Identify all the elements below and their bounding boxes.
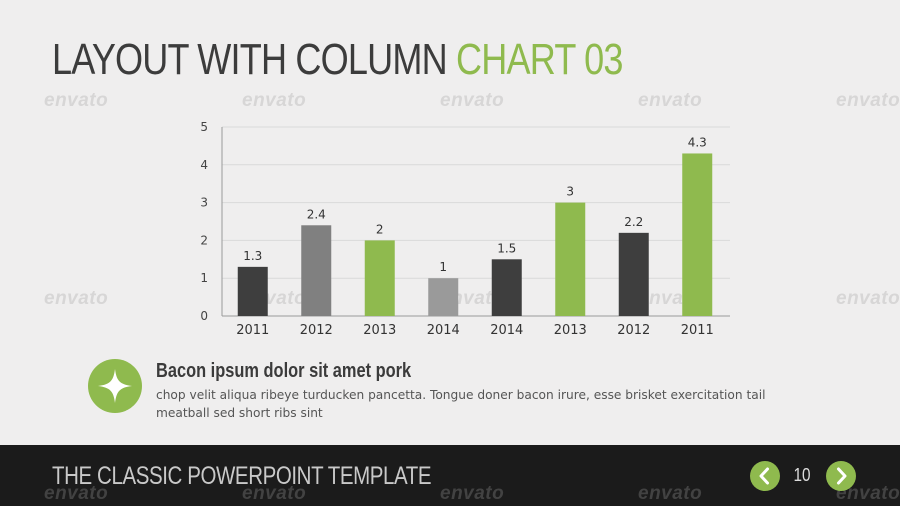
- page-number: 10: [793, 465, 811, 485]
- bar: [491, 259, 522, 316]
- note-body: chop velit aliqua ribeye turducken pance…: [156, 388, 766, 420]
- x-tick-label: 2013: [554, 323, 587, 338]
- star-icon: [98, 369, 132, 403]
- x-tick-label: 2013: [363, 323, 396, 338]
- watermark: envato: [44, 288, 109, 309]
- x-tick-label: 2014: [490, 323, 523, 338]
- y-tick-label: 0: [200, 309, 208, 323]
- watermark: envato: [836, 90, 900, 111]
- watermark: envato: [440, 90, 505, 111]
- y-tick-label: 2: [200, 233, 208, 247]
- watermark: envato: [44, 483, 109, 504]
- note-heading: Bacon ipsum dolor sit amet pork: [156, 360, 412, 382]
- title-main: LAYOUT WITH COLUMN: [52, 35, 457, 84]
- prev-slide-button[interactable]: [750, 461, 780, 491]
- bar: [618, 232, 649, 316]
- data-label: 1.3: [243, 249, 262, 263]
- bar: [364, 240, 395, 316]
- footer-bar: envato envato envato envato envato THE C…: [0, 445, 900, 506]
- column-chart: 0 1 2 3 4 5 1.3 2011 2.4 2012 2 2013 1 2014 1.5 2014 3 20…: [200, 120, 730, 338]
- title-accent: CHART 03: [456, 35, 623, 84]
- slide-title: LAYOUT WITH COLUMN CHART 03: [52, 34, 623, 86]
- bar: [301, 225, 332, 316]
- bar: [555, 202, 586, 316]
- x-tick-label: 2012: [300, 323, 333, 338]
- watermark: envato: [44, 90, 109, 111]
- watermark: envato: [638, 483, 703, 504]
- data-label: 1: [439, 260, 447, 274]
- chevron-right-icon: [837, 467, 847, 485]
- footer-title: THE CLASSIC POWERPOINT TEMPLATE: [52, 462, 432, 490]
- data-label: 2: [376, 222, 384, 236]
- data-label: 2.4: [307, 207, 326, 221]
- bar: [428, 278, 459, 316]
- watermark: envato: [836, 483, 900, 504]
- x-tick-label: 2014: [427, 323, 460, 338]
- note-badge: [88, 359, 142, 413]
- y-tick-label: 3: [200, 196, 208, 210]
- y-tick-label: 4: [200, 158, 208, 172]
- bar: [682, 153, 713, 316]
- watermark: envato: [242, 90, 307, 111]
- data-label: 2.2: [624, 215, 643, 229]
- x-tick-label: 2011: [681, 323, 714, 338]
- y-tick-label: 5: [200, 120, 208, 134]
- y-tick-label: 1: [200, 271, 208, 285]
- x-tick-label: 2011: [236, 323, 269, 338]
- data-label: 3: [566, 185, 574, 199]
- data-label: 4.3: [688, 135, 707, 149]
- x-tick-label: 2012: [617, 323, 650, 338]
- chevron-left-icon: [759, 467, 769, 485]
- watermark: envato: [638, 90, 703, 111]
- data-label: 1.5: [497, 241, 516, 255]
- bar: [237, 266, 268, 316]
- watermark: envato: [440, 483, 505, 504]
- watermark: envato: [836, 288, 900, 309]
- watermark: envato: [242, 483, 307, 504]
- next-slide-button[interactable]: [826, 461, 856, 491]
